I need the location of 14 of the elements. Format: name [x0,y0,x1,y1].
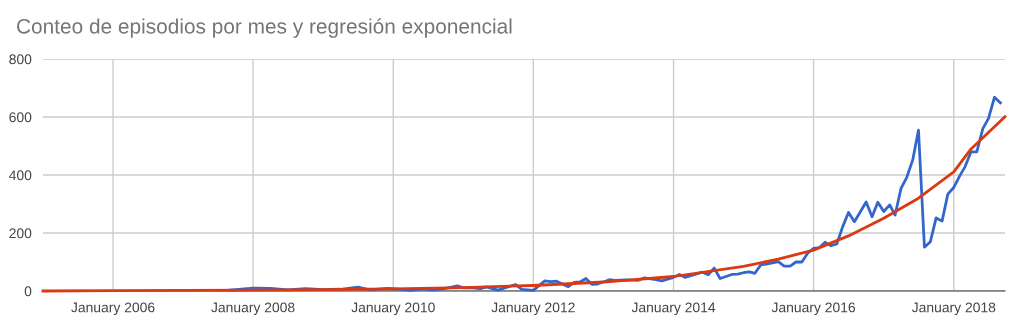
x-tick-label: January 2016 [771,302,856,316]
x-tick-label: January 2008 [211,302,295,316]
y-tick-label: 400 [9,170,32,181]
y-tick-label: 200 [9,228,32,239]
x-tick-label: January 2006 [71,302,155,316]
chart-title: Conteo de episodios por mes y regresión exponencial [17,18,512,38]
y-tick-label: 800 [9,54,32,65]
x-tick-label: January 2014 [631,302,716,316]
x-tick-label: January 2012 [491,302,575,316]
line-series [41,115,1007,293]
x-tick-label: January 2010 [351,302,435,316]
y-tick-label: 600 [9,112,32,123]
x-tick-label: January 2018 [911,302,996,316]
y-tick-label: 0 [24,286,32,297]
